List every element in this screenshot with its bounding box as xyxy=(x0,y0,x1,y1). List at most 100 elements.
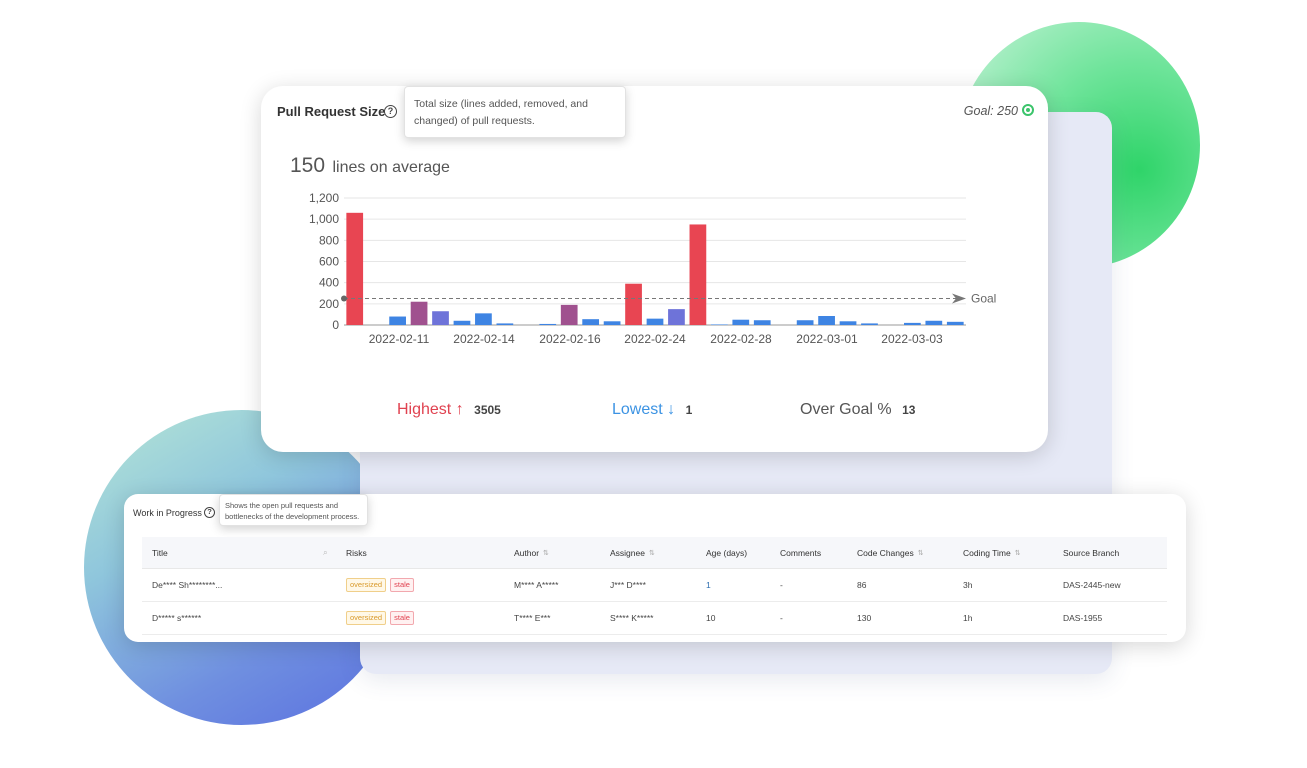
goal-arrow-icon xyxy=(952,293,966,304)
lowest-stat: Lowest ↓ 1 xyxy=(612,401,692,419)
highest-label: Highest xyxy=(397,401,452,418)
highest-value: 3505 xyxy=(474,403,501,417)
search-icon[interactable]: ⌕ xyxy=(323,547,328,557)
chart-bar[interactable] xyxy=(539,323,557,325)
chart-bar[interactable] xyxy=(410,301,428,325)
x-tick-label: 2022-02-16 xyxy=(539,332,601,346)
arrow-down-icon: ↓ xyxy=(667,401,676,418)
y-tick-label: 1,000 xyxy=(309,212,339,226)
row-assignee: S**** K***** xyxy=(610,613,654,623)
row-code-changes: 130 xyxy=(857,613,872,623)
card-title: Pull Request Size xyxy=(277,104,386,119)
chart-bar[interactable] xyxy=(668,309,685,325)
row-coding-time: 3h xyxy=(963,580,973,590)
chart-bar[interactable] xyxy=(603,321,621,325)
table-row[interactable]: De**** Sh********... oversized stale M**… xyxy=(142,569,1167,602)
x-tick-label: 2022-02-28 xyxy=(710,332,772,346)
chart-bar[interactable] xyxy=(861,323,878,325)
column-header-author[interactable]: Author ⇅ xyxy=(514,547,549,558)
x-tick-label: 2022-02-24 xyxy=(624,332,686,346)
average-summary: 150 lines on average xyxy=(290,154,450,178)
stats-row: Highest ↑ 3505 Lowest ↓ 1 Over Goal % 13 xyxy=(261,401,1048,425)
lowest-value: 1 xyxy=(685,403,693,417)
goal-line-label: Goal xyxy=(971,292,996,306)
row-code-changes: 86 xyxy=(857,580,867,590)
chart-bar[interactable] xyxy=(732,319,750,325)
card-title: Work in Progress xyxy=(133,508,202,518)
percent-icon: % xyxy=(877,401,892,418)
chart-bar[interactable] xyxy=(582,319,600,325)
row-title[interactable]: D***** s****** xyxy=(152,613,202,623)
lowest-label: Lowest xyxy=(612,401,663,418)
average-text: lines on average xyxy=(332,159,450,176)
row-comments: - xyxy=(780,580,783,590)
over-goal-label: Over Goal xyxy=(800,401,873,418)
chart-bar[interactable] xyxy=(710,324,728,325)
goal-line-start-marker xyxy=(341,295,347,302)
chart-bar[interactable] xyxy=(753,320,771,325)
chart-bar[interactable] xyxy=(346,212,364,325)
row-age: 1 xyxy=(706,580,711,590)
row-author: M**** A***** xyxy=(514,580,559,590)
sort-icon[interactable]: ⇅ xyxy=(1014,549,1021,557)
chart-bar[interactable] xyxy=(625,283,642,325)
chart-bar[interactable] xyxy=(453,320,471,325)
question-circle-icon[interactable]: ? xyxy=(384,105,397,118)
y-tick-label: 200 xyxy=(319,297,339,311)
chart-bar[interactable] xyxy=(646,318,664,325)
row-source-branch: DAS-1955 xyxy=(1063,613,1103,623)
chart-bar[interactable] xyxy=(496,323,514,325)
risk-tag-oversized: oversized xyxy=(346,578,387,592)
chart-bar[interactable] xyxy=(560,304,578,325)
chart-bar[interactable] xyxy=(689,224,707,325)
wip-table: Title ⌕ Risks Author ⇅ Assignee ⇅ Age (day… xyxy=(142,537,1167,635)
work-in-progress-card: Work in Progress ? Shows the open pull r… xyxy=(124,494,1186,642)
y-tick-label: 800 xyxy=(319,233,339,247)
over-goal-stat: Over Goal % 13 xyxy=(800,401,915,419)
column-header-source-branch[interactable]: Source Branch xyxy=(1063,547,1120,558)
column-header-code-changes[interactable]: Code Changes ⇅ xyxy=(857,547,924,558)
risk-tag-oversized: oversized xyxy=(346,611,387,625)
pr-size-bar-chart: 0 200 400 600 800 1,000 1,200 2022-02-11 2022-02… xyxy=(309,191,996,346)
chart-bar[interactable] xyxy=(432,311,449,325)
y-tick-label: 400 xyxy=(319,276,339,290)
average-value: 150 xyxy=(290,154,326,177)
row-title[interactable]: De**** Sh********... xyxy=(152,580,223,590)
goal-label: Goal: 250 xyxy=(963,104,1018,118)
x-tick-label: 2022-02-14 xyxy=(453,332,515,346)
help-tooltip: Total size (lines added, removed, and ch… xyxy=(404,86,626,138)
gear-icon[interactable] xyxy=(1022,104,1034,116)
y-tick-label: 0 xyxy=(332,318,339,332)
row-coding-time: 1h xyxy=(963,613,973,623)
chart-bar[interactable] xyxy=(904,322,921,325)
chart-bar[interactable] xyxy=(796,320,814,325)
x-tick-label: 2022-03-03 xyxy=(881,332,943,346)
risk-tag-stale: stale xyxy=(390,611,414,625)
sort-icon[interactable]: ⇅ xyxy=(543,549,549,557)
chart-bar[interactable] xyxy=(839,321,857,325)
column-header-risks[interactable]: Risks xyxy=(346,547,367,558)
row-assignee: J*** D**** xyxy=(610,580,646,590)
column-header-assignee[interactable]: Assignee ⇅ xyxy=(610,547,655,558)
table-header: Title ⌕ Risks Author ⇅ Assignee ⇅ Age (day… xyxy=(142,537,1167,569)
chart-bar[interactable] xyxy=(946,321,964,325)
column-header-comments[interactable]: Comments xyxy=(780,547,822,558)
column-header-coding-time[interactable]: Coding Time ⇅ xyxy=(963,547,1021,558)
table-row[interactable]: D***** s****** oversized stale T**** E**… xyxy=(142,602,1167,635)
row-risks: oversized stale xyxy=(346,602,418,634)
risk-tag-stale: stale xyxy=(390,578,414,592)
over-goal-value: 13 xyxy=(902,403,916,417)
chart-bar[interactable] xyxy=(475,313,492,325)
column-header-age[interactable]: Age (days) xyxy=(706,547,748,558)
chart-bar[interactable] xyxy=(389,316,406,325)
sort-icon[interactable]: ⇅ xyxy=(648,549,655,557)
sort-icon[interactable]: ⇅ xyxy=(917,549,924,557)
question-circle-icon[interactable]: ? xyxy=(204,507,215,518)
column-header-title[interactable]: Title xyxy=(152,547,168,558)
y-tick-label: 1,200 xyxy=(309,191,339,205)
chart-bar[interactable] xyxy=(818,316,835,325)
row-source-branch: DAS-2445-new xyxy=(1063,580,1121,590)
arrow-up-icon: ↑ xyxy=(455,401,464,418)
help-tooltip: Shows the open pull requests and bottlen… xyxy=(219,494,368,526)
chart-bar[interactable] xyxy=(925,320,943,325)
